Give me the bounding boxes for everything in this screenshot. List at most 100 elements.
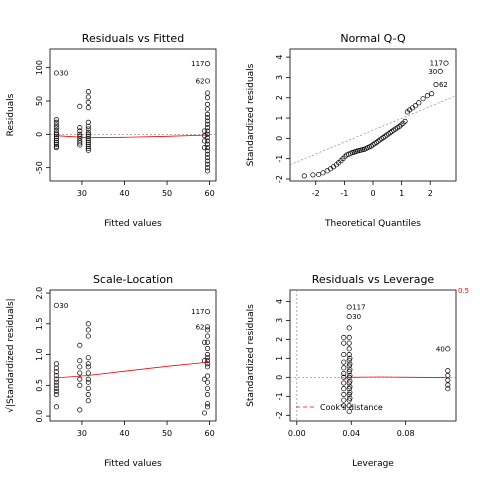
y-tick-label: 1 bbox=[275, 356, 284, 361]
data-point bbox=[204, 352, 211, 358]
data-point bbox=[204, 125, 211, 131]
data-point bbox=[347, 384, 353, 390]
data-point bbox=[53, 127, 59, 133]
data-point bbox=[204, 345, 211, 351]
data-point bbox=[204, 145, 211, 151]
data-point bbox=[77, 376, 83, 382]
data-point bbox=[53, 117, 59, 123]
data-point bbox=[53, 70, 59, 76]
x-tick-label: 60 bbox=[205, 189, 215, 198]
cooks-contour-label: 0.5 bbox=[458, 287, 469, 295]
plot-title: Scale-Location bbox=[93, 273, 173, 286]
point-annotation: 30 bbox=[59, 70, 68, 78]
data-point bbox=[204, 361, 211, 367]
data-point bbox=[201, 128, 208, 134]
data-point bbox=[204, 90, 211, 96]
data-point bbox=[53, 139, 59, 145]
data-point bbox=[201, 358, 208, 364]
data-point bbox=[77, 342, 83, 348]
data-point bbox=[341, 380, 347, 386]
y-tick-label: 0.5 bbox=[35, 379, 44, 392]
point-annotation: 30 bbox=[59, 302, 68, 310]
data-point bbox=[77, 128, 83, 134]
data-point bbox=[204, 404, 211, 410]
data-point bbox=[204, 111, 211, 117]
data-point bbox=[53, 404, 59, 410]
data-point bbox=[416, 100, 422, 106]
data-point bbox=[204, 161, 211, 167]
data-point bbox=[77, 407, 83, 413]
data-point bbox=[77, 364, 83, 370]
data-point bbox=[445, 346, 451, 352]
y-tick-label: 100 bbox=[35, 60, 44, 75]
data-point bbox=[445, 382, 451, 388]
data-point bbox=[396, 124, 402, 130]
point-annotation: 30 bbox=[352, 313, 361, 321]
y-tick-label: 3 bbox=[275, 318, 284, 323]
data-point bbox=[204, 141, 211, 147]
data-point bbox=[204, 151, 211, 157]
data-point bbox=[320, 170, 326, 176]
data-point bbox=[346, 408, 352, 415]
x-axis-label: Leverage bbox=[352, 459, 394, 469]
data-point bbox=[204, 61, 211, 67]
data-point bbox=[204, 324, 211, 330]
data-point bbox=[77, 138, 83, 144]
y-tick-label: 1 bbox=[275, 115, 284, 120]
data-point bbox=[204, 373, 211, 379]
data-point bbox=[204, 333, 211, 339]
data-point bbox=[53, 361, 59, 367]
data-point bbox=[53, 365, 59, 371]
data-point bbox=[429, 91, 435, 97]
y-axis-label: Standardized residuals bbox=[246, 304, 256, 407]
data-point bbox=[346, 352, 352, 358]
qq-reference-line bbox=[289, 95, 457, 166]
smoother-line bbox=[56, 361, 210, 379]
data-point bbox=[204, 327, 211, 333]
data-point bbox=[201, 145, 208, 151]
data-point bbox=[53, 379, 59, 385]
data-point bbox=[85, 137, 91, 143]
data-point bbox=[341, 403, 347, 409]
data-point bbox=[347, 395, 353, 401]
data-point bbox=[85, 126, 91, 132]
x-tick-label: -1 bbox=[340, 189, 348, 198]
data-point bbox=[204, 168, 211, 174]
data-point bbox=[204, 121, 211, 127]
data-point bbox=[445, 386, 451, 392]
x-tick-label: 0.00 bbox=[288, 429, 306, 438]
data-point bbox=[341, 370, 347, 377]
x-tick-label: -2 bbox=[312, 189, 320, 198]
data-point bbox=[53, 130, 59, 136]
x-axis-label: Theoretical Quantiles bbox=[324, 219, 421, 229]
y-tick-label: -1 bbox=[275, 392, 284, 400]
y-tick-label: 3 bbox=[275, 75, 284, 80]
data-point bbox=[53, 369, 59, 375]
plot-panel-2: Normal Q-Q Theoretical Quantiles Standardi… bbox=[246, 32, 457, 229]
data-point bbox=[201, 339, 208, 345]
data-point bbox=[85, 385, 91, 391]
x-axis-label: Fitted values bbox=[104, 219, 162, 229]
data-point bbox=[204, 106, 211, 112]
cooks-legend-label: Cook's distance bbox=[320, 403, 383, 412]
point-annotation: 117 bbox=[191, 308, 204, 316]
data-point bbox=[201, 410, 208, 416]
data-point bbox=[85, 145, 91, 151]
data-point bbox=[204, 101, 211, 107]
data-point bbox=[85, 321, 91, 327]
point-annotation: 117 bbox=[191, 60, 204, 68]
data-point bbox=[347, 355, 353, 361]
data-point bbox=[77, 140, 83, 146]
y-tick-label: 4 bbox=[275, 299, 284, 304]
y-axis-label: √|Standardized residuals| bbox=[5, 298, 16, 412]
data-point bbox=[443, 60, 449, 66]
data-point bbox=[204, 115, 211, 121]
data-point bbox=[85, 147, 91, 153]
data-point bbox=[204, 155, 211, 161]
data-point bbox=[204, 364, 211, 370]
data-point bbox=[445, 377, 451, 383]
data-point bbox=[85, 135, 91, 141]
data-point bbox=[201, 376, 208, 382]
data-point bbox=[204, 148, 211, 154]
